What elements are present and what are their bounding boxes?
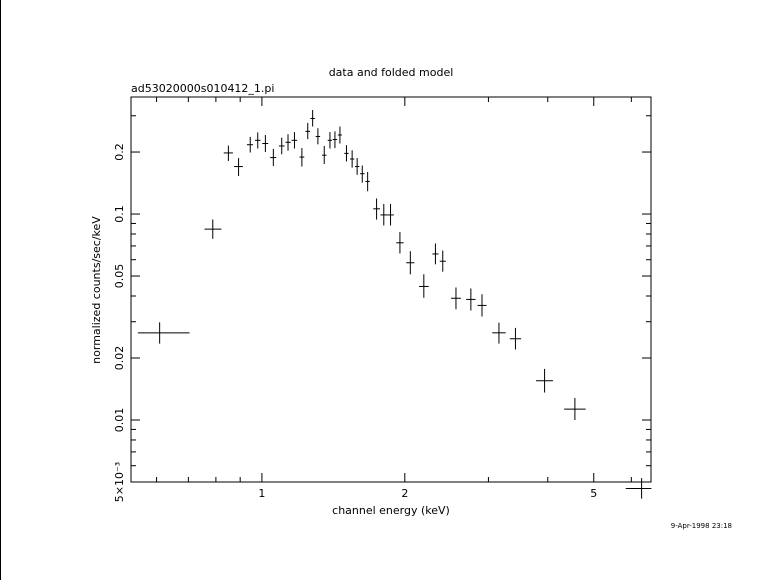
data-point (327, 132, 333, 149)
data-point (322, 145, 327, 164)
x-axis-label: channel energy (keV) (332, 504, 450, 517)
data-point (360, 165, 365, 183)
data-point (406, 251, 415, 275)
data-point (387, 203, 394, 226)
y-axis: 5×10⁻³ 0.01 0.02 0.05 0.1 0.2 (113, 115, 651, 502)
data-point (305, 122, 311, 140)
chart-title: data and folded model (329, 66, 454, 79)
data-point (451, 287, 461, 310)
plot-frame (130, 96, 652, 483)
data-point (270, 148, 277, 167)
data-point (492, 322, 506, 344)
data-point (349, 150, 355, 168)
data-point (315, 128, 321, 145)
data-point (137, 322, 190, 344)
data-point (344, 145, 349, 162)
data-point (278, 137, 285, 155)
data-point (439, 250, 446, 272)
data-point (291, 132, 298, 149)
y-axis-label: normalized counts/sec/keV (90, 216, 103, 364)
y-tick-label: 0.05 (113, 264, 126, 289)
y-tick-label: 0.01 (113, 408, 126, 433)
timestamp: 9-Apr-1998 23:18 (671, 522, 732, 530)
data-point (246, 136, 254, 153)
data-point (419, 274, 429, 298)
data-point (285, 134, 291, 151)
x-tick-label: 1 (258, 487, 265, 500)
data-point (380, 203, 388, 226)
data-point (234, 158, 243, 176)
data-point (536, 368, 553, 393)
data-point (466, 288, 476, 311)
data-point (396, 232, 404, 254)
data-points (137, 109, 652, 499)
data-point (204, 219, 222, 239)
data-point (262, 134, 269, 153)
data-point (355, 158, 360, 175)
data-point (223, 145, 233, 161)
data-point (373, 198, 380, 220)
x-tick-label: 2 (401, 487, 408, 500)
data-point (509, 327, 522, 350)
data-point (564, 397, 586, 420)
window-edge (0, 0, 1, 580)
x-axis: 1 2 5 (156, 97, 632, 500)
y-tick-label: 0.02 (113, 346, 126, 371)
data-point (310, 109, 315, 127)
data-point (337, 126, 342, 144)
x-tick-label: 5 (590, 487, 597, 500)
data-point (625, 478, 652, 499)
data-point (332, 131, 338, 149)
y-tick-label: 0.1 (113, 205, 126, 223)
data-point (299, 148, 305, 167)
data-point (432, 243, 439, 265)
data-point (254, 132, 261, 149)
chart-subtitle: ad53020000s010412_1.pi (131, 82, 274, 95)
data-point (365, 171, 370, 192)
y-tick-label: 5×10⁻³ (113, 462, 126, 502)
data-point (477, 294, 487, 317)
y-tick-label: 0.2 (113, 143, 126, 161)
